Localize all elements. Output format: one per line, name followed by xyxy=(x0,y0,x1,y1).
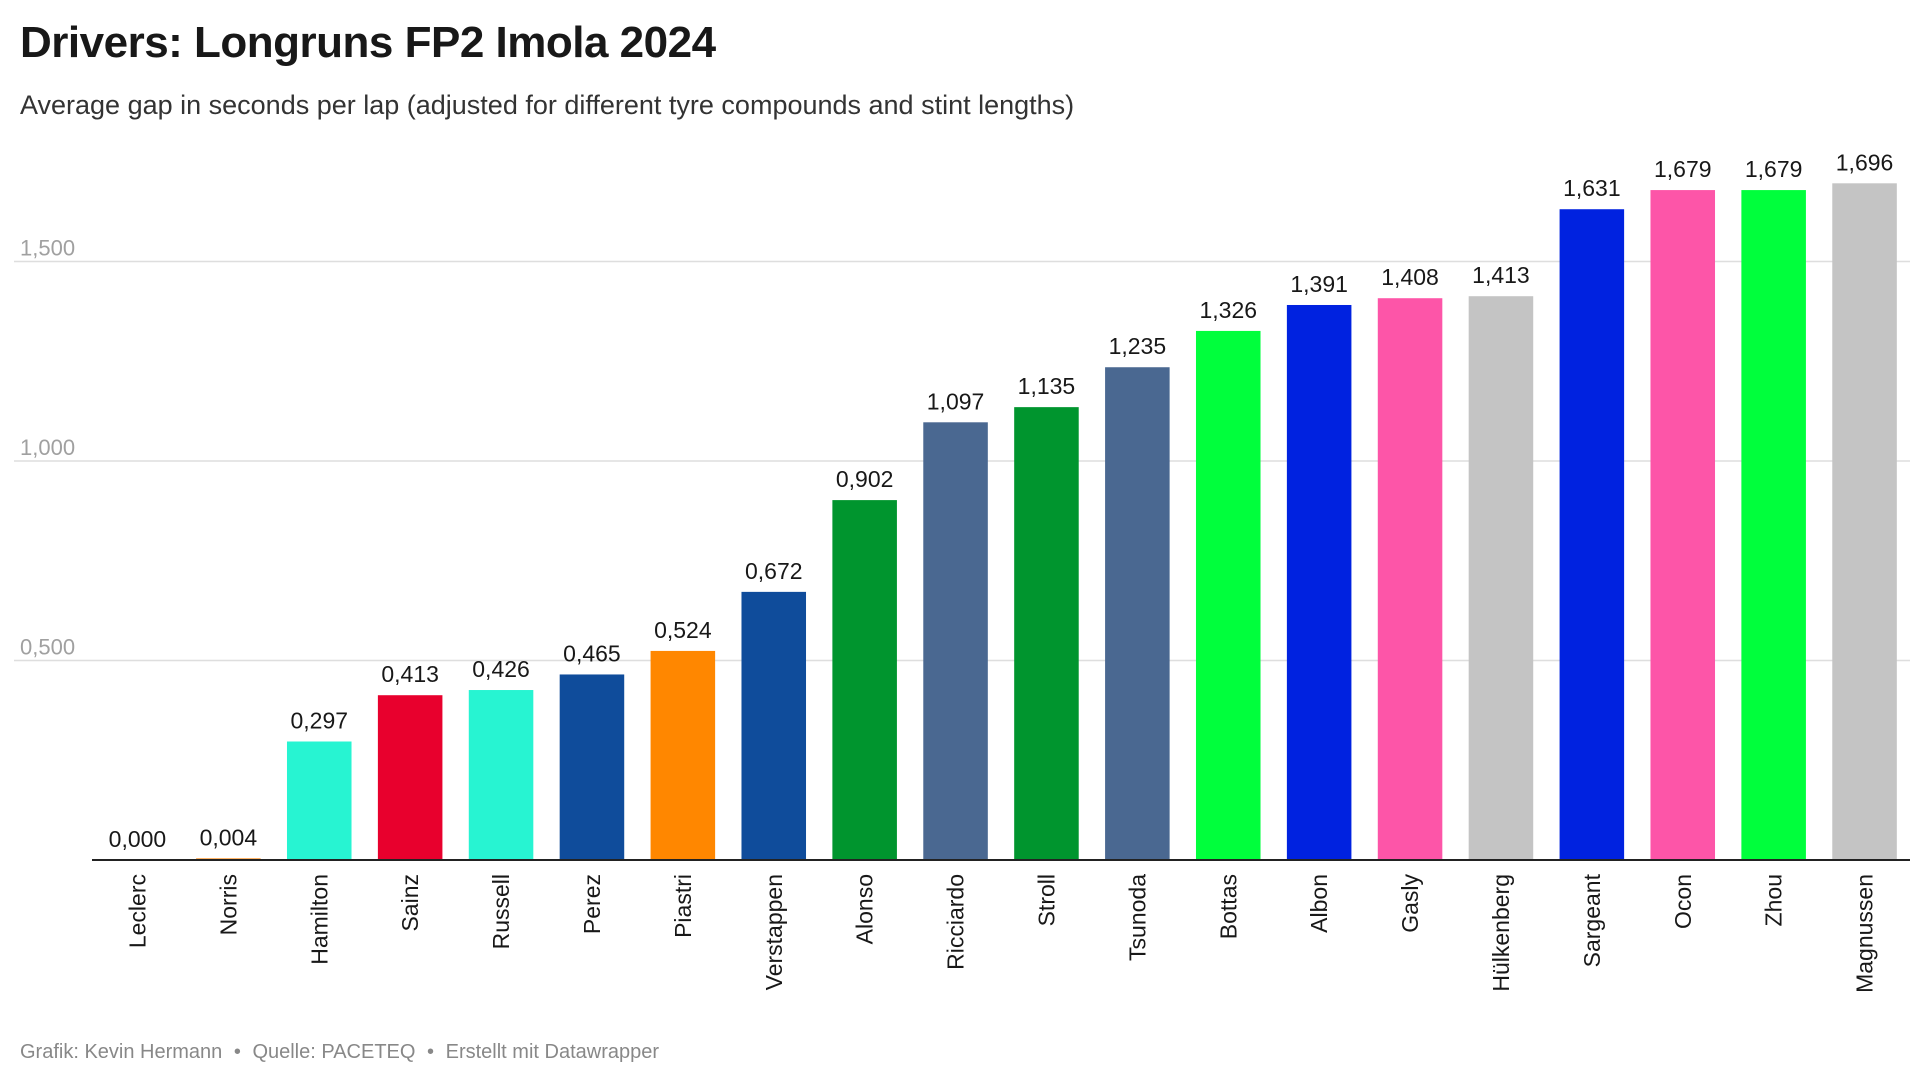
footer-tool: Erstellt mit Datawrapper xyxy=(445,1041,660,1063)
x-tick-label: Ocon xyxy=(1670,874,1696,929)
bar-chart: 0,000 0,004 0,297 0,413 0,426 0,465 0,524 0,672… xyxy=(14,149,1910,993)
x-tick-label: Perez xyxy=(579,874,605,934)
x-tick-label: Norris xyxy=(215,874,241,935)
bar-piastri xyxy=(650,650,716,860)
bar-tsunoda xyxy=(1105,367,1170,860)
x-tick-label: Russell xyxy=(488,874,514,949)
y-tick-label: 1,500 xyxy=(20,236,75,261)
value-label: 0,902 xyxy=(836,466,894,492)
x-tick-label: Sainz xyxy=(397,874,423,932)
bar-verstappen xyxy=(741,591,807,860)
value-label: 1,679 xyxy=(1654,156,1712,182)
value-label: 1,413 xyxy=(1472,262,1530,288)
bar-alonso xyxy=(832,500,897,860)
y-tick-label: 0,500 xyxy=(20,635,75,660)
x-tick-label: Verstappen xyxy=(761,874,787,990)
x-tick-label: Hülkenberg xyxy=(1488,874,1514,992)
value-label: 0,000 xyxy=(109,826,167,852)
bar-sainz xyxy=(377,695,443,860)
x-tick-label: Hamilton xyxy=(306,874,332,965)
bar-ricciardo xyxy=(923,422,988,860)
chart-subtitle: Average gap in seconds per lap (adjusted… xyxy=(20,90,1075,120)
value-label: 1,679 xyxy=(1745,156,1803,182)
x-tick-label: Tsunoda xyxy=(1124,874,1150,961)
bar-zhou xyxy=(1741,190,1806,861)
bar-hülkenberg xyxy=(1468,296,1534,860)
value-label: 0,297 xyxy=(290,707,348,733)
footer-separator: • xyxy=(233,1041,241,1063)
x-tick-label: Bottas xyxy=(1215,874,1241,939)
value-labels: 0,000 0,004 0,297 0,413 0,426 0,465 0,524 0,672… xyxy=(109,149,1894,852)
value-label: 1,631 xyxy=(1563,175,1621,201)
chart-title: Drivers: Longruns FP2 Imola 2024 xyxy=(20,18,716,67)
bar-magnussen xyxy=(1832,183,1897,860)
x-tick-label: Zhou xyxy=(1761,874,1787,926)
bar-ocon xyxy=(1650,190,1716,861)
x-tick-label: Alonso xyxy=(852,874,878,944)
x-tick-label: Albon xyxy=(1306,874,1332,933)
bar-russell xyxy=(468,690,534,860)
x-tick-label: Stroll xyxy=(1033,874,1059,926)
bar-perez xyxy=(559,674,625,860)
bar-stroll xyxy=(1014,407,1079,860)
bar-bottas xyxy=(1195,330,1261,860)
value-label: 0,524 xyxy=(654,617,712,643)
footer-credits: Grafik: Kevin Hermann • Quelle: PACETEQ … xyxy=(20,1041,659,1064)
value-label: 0,465 xyxy=(563,640,621,666)
value-label: 1,135 xyxy=(1018,373,1076,399)
bar-gasly xyxy=(1377,298,1443,860)
footer-separator: • xyxy=(427,1041,435,1063)
value-label: 0,004 xyxy=(200,824,258,850)
value-label: 0,672 xyxy=(745,558,803,584)
bar-albon xyxy=(1286,304,1352,861)
y-axis-ticks: 0,500 1,000 1,500 xyxy=(20,236,75,660)
x-tick-label: Sargeant xyxy=(1579,873,1605,967)
bar-sargeant xyxy=(1559,209,1625,860)
x-tick-label: Gasly xyxy=(1397,874,1423,933)
bars xyxy=(196,183,1897,861)
value-label: 1,408 xyxy=(1381,264,1439,290)
value-label: 1,097 xyxy=(927,388,985,414)
footer-credit: Grafik: Kevin Hermann xyxy=(20,1041,223,1063)
x-tick-label: Ricciardo xyxy=(943,874,969,970)
value-label: 1,696 xyxy=(1836,149,1894,175)
x-axis-labels: Leclerc Norris Hamilton Sainz Russell Perez Pi… xyxy=(124,873,1877,993)
value-label: 1,235 xyxy=(1109,333,1167,359)
x-tick-label: Leclerc xyxy=(124,874,150,948)
value-label: 1,326 xyxy=(1199,297,1257,323)
x-tick-label: Magnussen xyxy=(1852,874,1878,993)
bar-hamilton xyxy=(286,741,352,860)
y-tick-label: 1,000 xyxy=(20,435,75,460)
footer-source: Quelle: PACETEQ xyxy=(252,1041,416,1063)
value-label: 0,413 xyxy=(381,661,439,687)
value-label: 0,426 xyxy=(472,656,530,682)
x-tick-label: Piastri xyxy=(670,874,696,938)
value-label: 1,391 xyxy=(1290,271,1348,297)
